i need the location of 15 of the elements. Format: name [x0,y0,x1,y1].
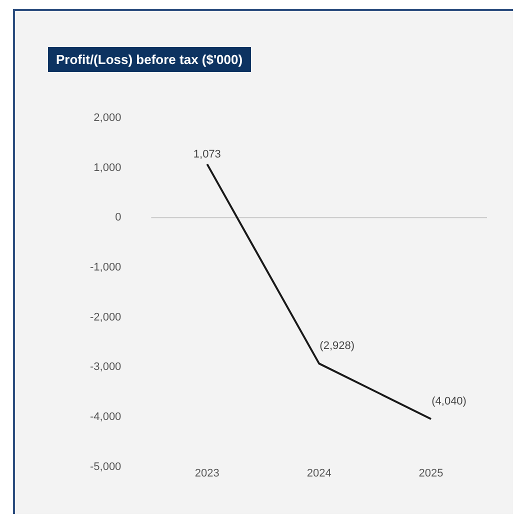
y-tick-label: -5,000 [90,460,122,473]
y-tick-label: -2,000 [90,311,122,324]
data-label: (4,040) [432,395,466,408]
y-tick-label: 2,000 [94,112,122,124]
x-tick-label: 2025 [418,467,444,480]
y-tick-label: 0 [115,212,122,224]
data-label: 1,073 [193,148,221,161]
chart-title: Profit/(Loss) before tax ($'000) [48,47,251,72]
y-tick-label: -1,000 [90,262,122,274]
data-label: (2,928) [320,340,355,352]
x-tick-label: 2024 [306,467,332,480]
y-tick-label: -4,000 [90,411,122,424]
y-tick-label: -3,000 [90,361,122,374]
y-tick-label: 1,000 [94,162,122,174]
x-tick-label: 2023 [194,467,220,480]
